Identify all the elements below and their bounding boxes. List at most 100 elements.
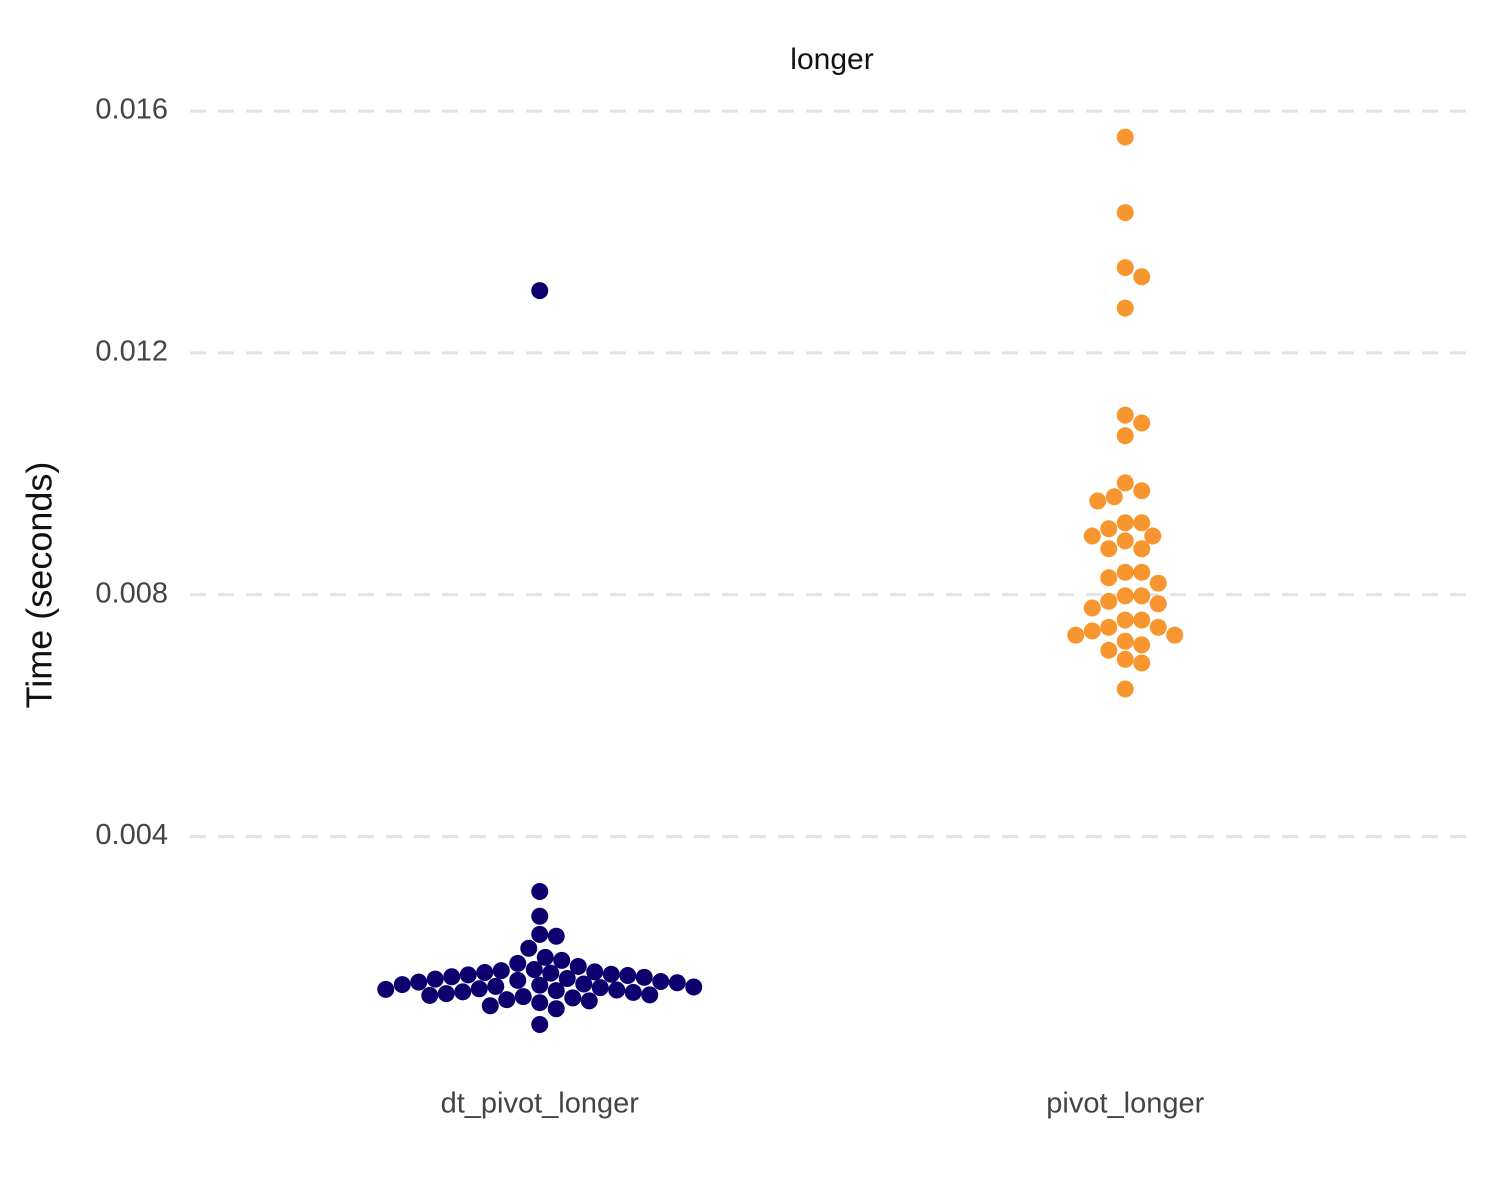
point [547,927,565,945]
point [558,970,576,988]
y-tick-label: 0.016 [95,94,168,126]
point [685,978,703,996]
point [531,925,549,943]
point [1116,514,1134,532]
point [1133,514,1151,532]
chart-title: longer [790,43,873,76]
point [531,282,549,300]
y-tick-label: 0.012 [95,336,168,368]
point [580,992,598,1010]
x-tick-label: pivot_longer [1046,1088,1204,1120]
point [1116,632,1134,650]
point [1166,626,1184,644]
point [1116,474,1134,492]
point [487,977,505,995]
point [443,968,461,986]
point [1133,587,1151,605]
point [1133,268,1151,286]
point [547,1000,565,1018]
point [1116,259,1134,277]
point [547,982,565,1000]
point [1083,622,1101,640]
point [1100,520,1118,538]
point [459,966,477,984]
point [1083,599,1101,617]
point [1100,618,1118,636]
point [1133,636,1151,654]
point [635,968,653,986]
point [514,988,532,1006]
point [470,980,488,998]
point [454,983,472,1001]
point [1133,414,1151,432]
point [1100,540,1118,558]
point [641,986,659,1004]
point [476,963,494,981]
point [652,973,670,991]
point [569,957,587,975]
point [426,970,444,988]
point [393,976,411,994]
point [1116,611,1134,629]
point [520,939,538,957]
point [509,954,527,972]
point [575,975,593,993]
point [1149,618,1167,636]
point [1149,574,1167,592]
point [410,973,428,991]
point [377,980,395,998]
point [624,983,642,1001]
point [1133,482,1151,500]
point [1083,527,1101,545]
point [1116,406,1134,424]
point [1089,492,1107,510]
point [553,951,571,969]
y-tick-label: 0.004 [95,819,168,851]
point [542,964,560,982]
point [1133,654,1151,672]
point [1116,532,1134,550]
point [1149,595,1167,613]
point [531,907,549,925]
point [1116,650,1134,668]
point [591,979,609,997]
point [1133,563,1151,581]
y-axis-title: Time (seconds) [19,462,60,709]
y-tick-label: 0.008 [95,577,168,609]
point [1105,488,1123,506]
point [1144,527,1162,545]
point [481,997,499,1015]
point [619,967,637,985]
point [1116,563,1134,581]
point [1100,569,1118,587]
point [668,974,686,992]
point [586,963,604,981]
point [1116,128,1134,146]
point [531,882,549,900]
point [1116,427,1134,445]
point [1100,641,1118,659]
point [1133,611,1151,629]
point [531,994,549,1012]
point [492,962,510,980]
point [608,981,626,999]
point [1100,592,1118,610]
point [564,989,582,1007]
point [1116,204,1134,222]
point [498,991,516,1009]
point [602,965,620,983]
point [509,971,527,989]
point [1116,299,1134,317]
x-tick-label: dt_pivot_longer [441,1088,640,1120]
point [531,976,549,994]
point [525,960,543,978]
point [1133,540,1151,558]
point [1116,680,1134,698]
point [536,948,554,966]
point [421,986,439,1004]
point [437,985,455,1003]
point [1067,626,1085,644]
point [1116,587,1134,605]
point [531,1015,549,1033]
